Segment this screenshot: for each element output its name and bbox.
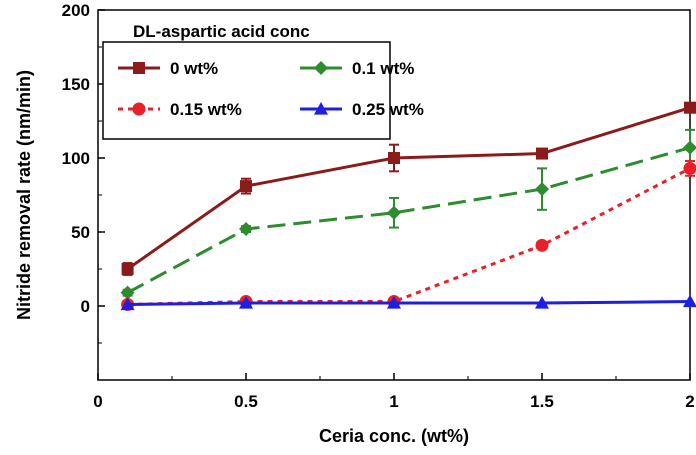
legend-label: 0 wt%: [170, 59, 218, 78]
series-line: [127, 300, 691, 307]
data-point: [388, 152, 400, 164]
data-point: [535, 238, 549, 252]
legend-marker: [132, 102, 146, 116]
legend-marker: [133, 62, 145, 74]
legend-box: [102, 41, 391, 140]
data-point: [387, 296, 401, 309]
data-point: [120, 285, 135, 300]
data-point: [239, 222, 253, 237]
legend-item-1: 0.1 wt%: [300, 59, 414, 78]
y-tick-label: 0: [81, 297, 90, 316]
x-tick-label: 1: [389, 392, 398, 411]
data-point: [120, 297, 135, 311]
series-layer: [120, 101, 696, 312]
legend-title: DL-aspartic acid conc: [133, 22, 310, 41]
data-point: [240, 180, 252, 193]
data-point: [683, 294, 696, 308]
series-0: [121, 101, 696, 276]
x-tick-label: 1.5: [530, 392, 554, 411]
legend-marker: [314, 61, 328, 75]
series-1: [120, 128, 696, 300]
legend-marker: [314, 102, 328, 115]
legend: 0 wt% 0.1 wt% 0.15 wt% 0.25 wt%: [102, 41, 424, 140]
series-line: [126, 146, 691, 295]
data-point: [683, 140, 696, 155]
legend-item-0: 0 wt%: [118, 59, 218, 78]
data-point: [535, 296, 549, 309]
axes: 0 50 100 150 200 0 0.5 1 1.5 2: [62, 1, 695, 411]
x-tick-label: 2: [685, 392, 694, 411]
y-tick-label: 200: [62, 1, 90, 20]
x-axis-title: Ceria conc. (wt%): [319, 426, 469, 446]
legend-item-2: 0.15 wt%: [118, 100, 242, 119]
legend-item-3: 0.25 wt%: [300, 100, 424, 119]
data-point: [239, 296, 253, 309]
data-point: [536, 147, 548, 160]
y-tick-label: 150: [62, 75, 90, 94]
legend-label: 0.1 wt%: [352, 59, 414, 78]
data-point: [535, 182, 549, 197]
legend-label: 0.25 wt%: [352, 100, 424, 119]
series-2: [121, 159, 696, 312]
y-tick-label: 50: [71, 223, 90, 242]
data-point: [683, 161, 696, 175]
series-3: [120, 294, 696, 311]
data-point: [387, 205, 401, 220]
data-point: [121, 263, 134, 275]
y-axis-title: Nitride removal rate (nm/min): [14, 70, 34, 320]
legend-label: 0.15 wt%: [170, 100, 242, 119]
x-tick-label: 0.5: [234, 392, 258, 411]
x-tick-label: 0: [93, 392, 102, 411]
y-tick-label: 100: [62, 149, 90, 168]
data-point: [684, 101, 696, 114]
series-line: [127, 167, 691, 307]
